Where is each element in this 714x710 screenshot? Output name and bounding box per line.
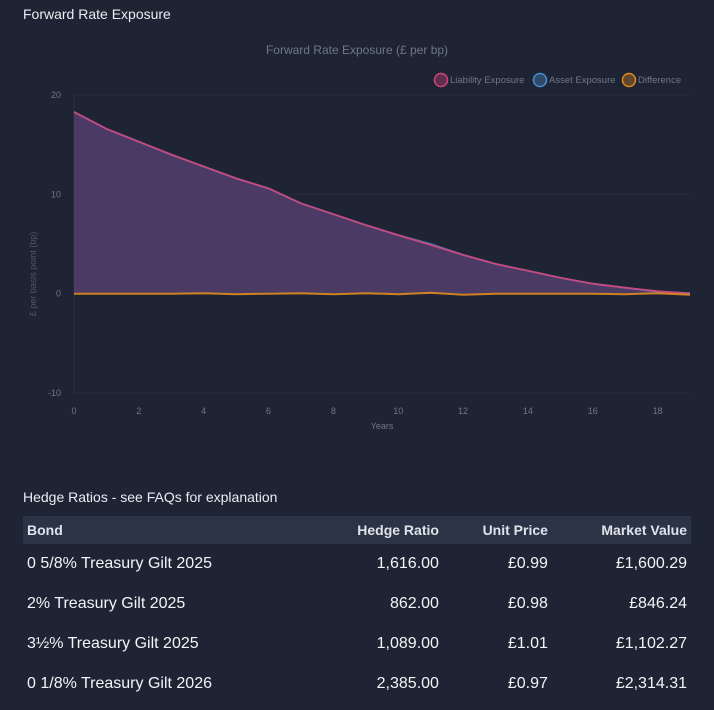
bond-name: 2% Treasury Gilt 2025 [27, 595, 186, 612]
bond-name: 0 1/8% Treasury Gilt 2026 [27, 675, 212, 692]
legend-marker-asset-exposure [532, 72, 548, 88]
hedge-ratio: 1,616.00 [376, 555, 439, 572]
unit-price: £0.97 [507, 675, 548, 692]
table-row: 2% Treasury Gilt 2025 862.00 £0.98 £846.… [23, 584, 691, 624]
hedge-ratio: 1,089.00 [376, 635, 439, 652]
x-tick-label: 6 [266, 406, 271, 416]
x-tick-label: 18 [653, 406, 663, 416]
difference-line [74, 291, 691, 296]
column-header-hedge-ratio: Hedge Ratio [357, 522, 439, 538]
legend-label-difference: Difference [638, 75, 681, 86]
table-row: 0 5/8% Treasury Gilt 2025 1,616.00 £0.99… [23, 544, 691, 584]
hedge-ratio: 2,385.00 [376, 675, 439, 692]
bond-name: 3½% Treasury Gilt 2025 [27, 635, 199, 652]
market-value: £2,314.31 [615, 675, 687, 692]
x-axis-label: Years [371, 421, 394, 431]
x-tick-label: 8 [331, 406, 336, 416]
y-tick-label: 0 [56, 289, 61, 299]
hedge-ratios-title: Hedge Ratios - see FAQs for explanation [23, 489, 278, 505]
unit-price: £1.01 [507, 635, 548, 652]
column-header-bond: Bond [27, 522, 63, 538]
unit-price: £0.99 [507, 555, 548, 572]
liability-exposure-line [73, 111, 691, 295]
x-tick-label: 16 [588, 406, 598, 416]
market-value: £846.24 [629, 595, 687, 612]
hedge-ratios-table: Bond Hedge Ratio Unit Price Market Value… [23, 516, 691, 704]
liability-exposure-area [74, 111, 690, 294]
legend-label-liability-exposure: Liability Exposure [450, 75, 524, 86]
bond-name: 0 5/8% Treasury Gilt 2025 [27, 555, 212, 572]
x-tick-label: 10 [393, 406, 403, 416]
x-tick-label: 4 [201, 406, 206, 416]
x-tick-label: 2 [136, 406, 141, 416]
column-header-market-value: Market Value [601, 522, 687, 538]
forward-rate-chart: -10 0 10 20 0 2 4 6 8 10 12 14 16 18 Liability Exposu… [28, 43, 691, 431]
legend-marker-liability-exposure [433, 72, 449, 88]
table-header-row: Bond Hedge Ratio Unit Price Market Value [23, 516, 691, 544]
legend-marker-difference [621, 72, 637, 88]
chart-title: Forward Rate Exposure (£ per bp) [266, 43, 448, 57]
legend-label-asset-exposure: Asset Exposure [549, 75, 616, 86]
column-header-unit-price: Unit Price [482, 522, 548, 538]
unit-price: £0.98 [507, 595, 548, 612]
hedge-ratio: 862.00 [390, 595, 439, 612]
section-title-forward-rate: Forward Rate Exposure [23, 6, 171, 22]
table-row: 3½% Treasury Gilt 2025 1,089.00 £1.01 £1… [23, 624, 691, 664]
market-value: £1,600.29 [615, 555, 687, 572]
y-tick-label: 10 [51, 189, 61, 199]
y-tick-label: -10 [48, 388, 61, 398]
asset-exposure-area [74, 111, 690, 294]
x-tick-label: 0 [71, 406, 76, 416]
y-axis-label: £ per basis point (bp) [28, 232, 38, 317]
y-tick-label: 20 [51, 90, 61, 100]
table-row: 0 1/8% Treasury Gilt 2026 2,385.00 £0.97… [23, 664, 691, 704]
market-value: £1,102.27 [615, 635, 687, 652]
x-tick-label: 14 [523, 406, 533, 416]
x-tick-label: 12 [458, 406, 468, 416]
